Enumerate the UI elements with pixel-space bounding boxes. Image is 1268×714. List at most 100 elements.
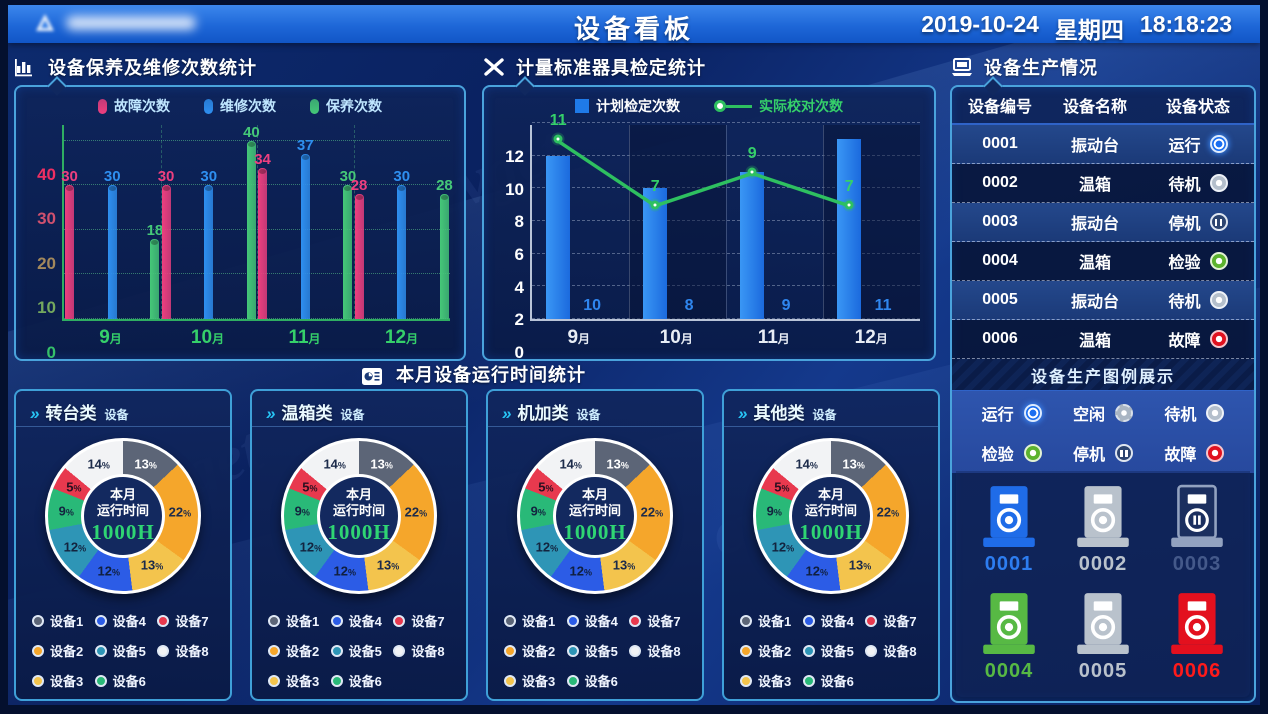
dashboard-stage: evget evget evget 设备看板 2019-10-24 星期四 18… <box>8 5 1260 705</box>
status-legend-stop: 停机 <box>1057 441 1148 465</box>
plan-bar <box>837 139 862 319</box>
donut-panel-其他类: » 其他类 设备 13% 22% 13% 12% 12% 9% 5% 14% 本月 运行时间 1000H 设… <box>722 389 940 701</box>
bar-维修次数: 30 <box>104 169 121 319</box>
bar <box>150 238 160 319</box>
column-header: 设备状态 <box>1165 99 1230 116</box>
calibration-x-axis: 9月 10月 11月 12月 <box>530 327 920 349</box>
machine-id-label: 0003 <box>1172 553 1222 575</box>
gridline-vertical <box>726 125 727 319</box>
bar <box>258 167 268 319</box>
line-point-value: 7 <box>844 177 854 195</box>
bar-value-label: 30 <box>103 168 121 186</box>
bar <box>439 194 449 319</box>
logo-icon <box>36 14 54 31</box>
donut-slice-label-设备7: 5% <box>774 479 790 495</box>
gridline <box>532 318 920 319</box>
x-tick-label: 10月 <box>659 327 693 348</box>
machine-id-label: 0001 <box>984 553 1034 575</box>
donut-legend-设备6: 设备6 <box>802 671 866 690</box>
bar <box>343 185 353 319</box>
bar-value-label: 30 <box>157 168 175 186</box>
donut-legend-设备7: 设备7 <box>157 611 220 630</box>
bar-故障次数: 34 <box>254 152 271 319</box>
donut-slice-label-设备7: 5% <box>66 479 82 495</box>
maintenance-y-axis: 0 10 20 30 40 <box>26 125 62 362</box>
maintenance-plot-area: 30 30 18 30 30 40 34 37 30 28 30 28 <box>61 125 453 321</box>
plan-bar-value: 9 <box>781 297 791 314</box>
machine-0001: 0001 <box>962 481 1056 588</box>
gridline <box>532 122 920 123</box>
donut-panel-机加类: » 机加类 设备 13% 22% 13% 12% 12% 9% 5% 14% 本月 运行时间 1000H 设… <box>486 389 704 701</box>
time-value: 18:18:23 <box>1139 11 1232 37</box>
donut-legend-设备3: 设备3 <box>740 671 803 690</box>
x-tick-label: 9月 <box>567 327 591 348</box>
gridline <box>532 252 920 254</box>
donut-legend-设备6: 设备6 <box>94 671 158 690</box>
line-legend-swatch <box>714 100 752 112</box>
donut-legend-设备4: 设备4 <box>330 611 394 630</box>
status-legend-inspect: 检验 <box>966 441 1057 465</box>
line-point <box>650 200 660 210</box>
donut-slice-label-设备5: 12% <box>535 539 559 554</box>
bar-group-12月: 28 30 28 <box>351 125 453 319</box>
bar-保养次数: 40 <box>243 125 260 319</box>
legend-item: 维修次数 <box>204 96 276 116</box>
equipment-status: 停机 <box>1142 210 1254 234</box>
bar-legend-swatch <box>575 99 589 113</box>
donut-panel-title: » 机加类 设备 <box>488 391 702 427</box>
legend-item-actual: 实际校对次数 <box>714 96 843 116</box>
bar-故障次数: 30 <box>61 169 78 319</box>
gridline-vertical <box>160 125 162 319</box>
bar <box>107 185 117 319</box>
bar-chart-icon <box>14 57 38 77</box>
plan-bar <box>740 172 765 319</box>
y-tick-label: 40 <box>37 164 56 184</box>
machine-0003: 0003 <box>1150 481 1244 588</box>
status-inspect-icon <box>1209 252 1228 270</box>
y-tick-label: 8 <box>514 212 524 232</box>
plan-bar <box>546 155 571 319</box>
donut-legend-设备8: 设备8 <box>157 641 220 660</box>
donut-slice-label-设备4: 12% <box>569 563 593 579</box>
gridline <box>64 184 450 186</box>
donut-chart: 13% 22% 13% 12% 12% 9% 5% 14% 本月 运行时间 1000H <box>281 438 437 594</box>
plan-bar-value: 11 <box>874 297 892 314</box>
panel-calibration-stats: 计量标准器具检定统计 计划检定次数 实际校对次数 0 2 4 6 8 10 12 10 8 9 1… <box>482 53 936 362</box>
donut-legend-设备4: 设备4 <box>566 611 630 630</box>
table-row-0001: 0001 振动台 运行 <box>952 125 1254 164</box>
equipment-name: 温箱 <box>1078 255 1111 272</box>
x-tick-label: 10月 <box>190 327 225 348</box>
x-tick-label: 11月 <box>757 327 790 348</box>
panel-maintenance-box: 故障次数 维修次数 保养次数 0 10 20 30 40 30 30 18 30 30 40 34 37 3… <box>14 85 466 362</box>
bar <box>204 185 214 319</box>
donut-legend-设备7: 设备7 <box>393 611 456 630</box>
gridline-vertical <box>257 125 258 319</box>
equipment-name: 温箱 <box>1078 333 1111 350</box>
production-table-header: 设备编号 设备名称 设备状态 <box>952 87 1254 125</box>
status-legend-fault: 故障 <box>1149 441 1240 465</box>
legend-swatch <box>204 98 213 114</box>
donut-slice-label-设备3: 13% <box>376 557 400 573</box>
panel-production-title: 设备生产情况 <box>950 53 1256 81</box>
datetime-display: 2019-10-24 星期四 18:18:23 <box>921 11 1232 45</box>
bar-value-label: 30 <box>61 168 78 186</box>
bar-保养次数: 30 <box>340 169 356 319</box>
page-title: 设备看板 <box>573 14 694 44</box>
machine-id-label: 0002 <box>1078 553 1128 575</box>
legend-item: 故障次数 <box>98 96 170 116</box>
x-tick-label: 12月 <box>854 327 888 348</box>
gridline <box>532 154 920 156</box>
status-fault-icon <box>1206 444 1225 462</box>
equipment-id: 0001 <box>982 135 1018 152</box>
panel-production-status: 设备生产情况 设备编号 设备名称 设备状态 0001 振动台 运行 0002 温箱 待机 000… <box>950 53 1256 703</box>
donut-slice-label-设备7: 5% <box>538 479 554 495</box>
donut-slice-label-设备1: 13% <box>370 456 393 472</box>
bar-group-10月: 30 30 40 <box>157 125 260 319</box>
chevrons-icon: » <box>738 404 748 423</box>
donut-slice-label-设备2: 22% <box>168 504 192 520</box>
chevrons-icon: » <box>502 404 512 423</box>
table-row-0006: 0006 温箱 故障 <box>952 320 1254 359</box>
column-header: 设备名称 <box>1062 99 1127 116</box>
bar-value-label: 34 <box>254 150 271 168</box>
donut-legend-设备2: 设备2 <box>740 641 803 660</box>
